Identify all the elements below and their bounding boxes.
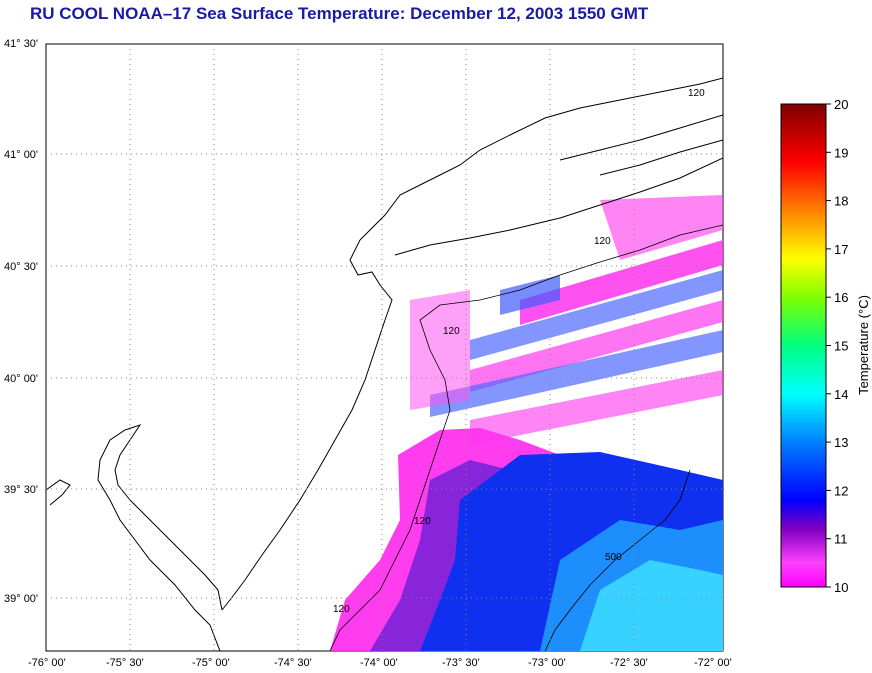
contour-label: 120 [688, 88, 705, 99]
lon-tick-label: -75° 00' [192, 657, 230, 669]
colorbar-tick-label: 18 [834, 194, 848, 209]
lon-tick-label: -74° 00' [360, 657, 398, 669]
colorbar-tick-label: 16 [834, 290, 848, 305]
colorbar-tick-label: 10 [834, 580, 848, 595]
map-title: RU COOL NOAA–17 Sea Surface Temperature:… [30, 4, 649, 23]
colorbar-tick-label: 11 [834, 532, 848, 547]
colorbar-label: Temperature (°C) [856, 295, 871, 395]
lon-tick-label: -73° 00' [528, 657, 566, 669]
lon-tick-label: -72° 30' [610, 657, 648, 669]
colorbar-tick-label: 19 [834, 145, 848, 160]
coastline-long-island-south [394, 157, 723, 256]
sst-cyan-region [580, 560, 723, 651]
coastline-li-east [559, 114, 723, 176]
lon-tick-label: -73° 30' [442, 657, 480, 669]
lon-tick-label: -75° 30' [106, 657, 144, 669]
colorbar-tick-label: 17 [834, 242, 848, 257]
lat-tick-label: 41° 30' [4, 38, 38, 50]
colorbar-ticks: 20 19 18 17 16 15 14 13 12 11 10 [826, 97, 848, 595]
coastline-delmarva [46, 479, 71, 506]
lon-tick-label: -72° 00' [694, 657, 732, 669]
contour-label: 500 [605, 552, 622, 563]
latitude-axis: 41° 30' 41° 00' 40° 30' 40° 00' 39° 30' … [4, 38, 38, 605]
contour-labels: 120 120 120 120 120 500 [333, 88, 705, 615]
contour-label: 120 [414, 516, 431, 527]
lat-tick-label: 39° 30' [4, 484, 38, 496]
lat-tick-label: 39° 00' [4, 593, 38, 605]
colorbar-tick-label: 20 [834, 97, 848, 112]
lat-tick-label: 40° 30' [4, 261, 38, 273]
colorbar-tick-label: 13 [834, 435, 848, 450]
coastline-delaware-bay [97, 424, 223, 651]
colorbar-ramp [780, 103, 827, 588]
lat-tick-label: 40° 00' [4, 373, 38, 385]
longitude-axis: -76° 00' -75° 30' -75° 00' -74° 30' -74°… [28, 657, 732, 669]
coastline-long-island-north [359, 77, 723, 241]
lat-tick-label: 41° 00' [4, 149, 38, 161]
contour-500m [544, 469, 691, 651]
sst-streak-band [410, 195, 723, 445]
colorbar: 20 19 18 17 16 15 14 13 12 11 10 Temperature (°C) [780, 97, 871, 595]
contour-label: 120 [333, 604, 350, 615]
colorbar-tick-label: 15 [834, 339, 848, 354]
lon-tick-label: -76° 00' [28, 657, 66, 669]
graticule [46, 44, 723, 651]
lon-tick-label: -74° 30' [274, 657, 312, 669]
contour-label: 120 [594, 236, 611, 247]
colorbar-tick-label: 12 [834, 483, 848, 498]
colorbar-tick-label: 14 [834, 387, 848, 402]
contour-label: 120 [443, 326, 460, 337]
map-layers [46, 77, 723, 651]
coastline-nj [221, 239, 393, 611]
